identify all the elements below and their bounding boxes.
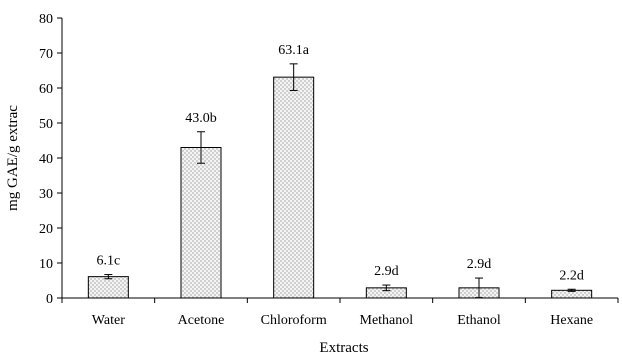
y-tick-label: 50 <box>39 117 53 132</box>
y-tick-label: 10 <box>39 257 53 272</box>
y-tick-label: 70 <box>39 47 53 62</box>
y-tick-label: 40 <box>39 152 53 167</box>
y-tick-label: 0 <box>46 292 53 307</box>
bar <box>273 76 315 299</box>
x-tick-label: Hexane <box>550 313 593 328</box>
y-axis-title: mg GAE/g extrac <box>5 105 21 211</box>
data-label: 63.1a <box>278 43 310 58</box>
bar <box>180 147 222 299</box>
data-label: 2.9d <box>467 257 492 272</box>
bars-layer: 6.1c 43.0b 63.1a 2.9d 2.9d 2.2d <box>87 43 593 299</box>
x-tick-label: Acetone <box>178 313 225 328</box>
x-tick-label: Methanol <box>360 313 414 328</box>
bar <box>87 276 129 299</box>
y-tick-label: 20 <box>39 222 53 237</box>
x-tick-label: Water <box>92 313 125 328</box>
y-tick-label: 80 <box>39 12 53 27</box>
data-label: 2.2d <box>559 268 584 283</box>
x-axis-title: Extracts <box>319 340 368 356</box>
x-tick-label: Chloroform <box>261 313 327 328</box>
data-label: 6.1c <box>96 254 120 269</box>
axes-layer: 0 10 20 30 40 50 60 70 80 Water Acetone Chloroform M… <box>39 12 619 328</box>
data-label: 43.0b <box>185 111 217 126</box>
data-label: 2.9d <box>374 264 399 279</box>
y-tick-label: 60 <box>39 82 53 97</box>
x-tick-label: Ethanol <box>457 313 501 328</box>
y-tick-label: 30 <box>39 187 53 202</box>
